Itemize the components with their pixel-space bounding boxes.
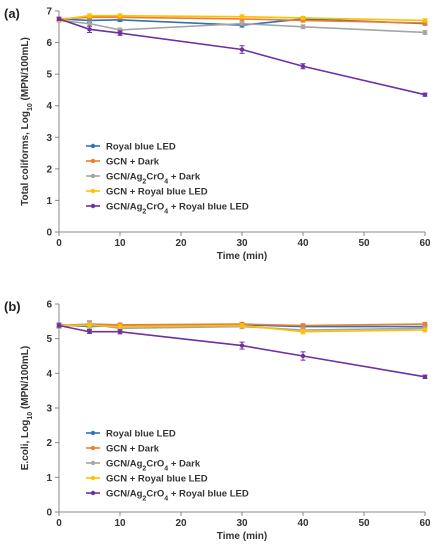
x-tick-label: 60	[419, 518, 431, 529]
y-tick-label: 4	[46, 369, 52, 380]
data-point	[422, 321, 428, 327]
legend-entry: GCN/Ag2CrO4 + Dark	[106, 459, 201, 473]
legend-entry: GCN/Ag2CrO4 + Dark	[106, 172, 201, 186]
data-point	[422, 18, 428, 23]
legend: Royal blue LED GCN + Dark GCN/Ag2CrO4 + Da…	[86, 142, 249, 216]
series-line	[58, 18, 426, 27]
x-tick-label: 20	[175, 518, 187, 529]
data-point	[117, 30, 123, 36]
y-tick-label: 1	[46, 473, 52, 484]
series-4	[56, 323, 428, 380]
y-tick-label: 0	[46, 228, 52, 239]
data-point	[117, 329, 123, 334]
legend-entry: GCN/Ag2CrO4 + Royal blue LED	[106, 489, 249, 503]
legend-swatch-marker	[90, 490, 96, 496]
x-tick-label: 40	[297, 518, 309, 529]
data-point	[87, 27, 92, 32]
y-tick-label: 2	[46, 164, 52, 175]
data-point	[239, 14, 245, 19]
legend-swatch-marker	[90, 460, 96, 466]
x-tick-label: 20	[175, 238, 187, 249]
x-tick-label: 40	[297, 238, 309, 249]
x-axis-label: Time (min)	[217, 251, 267, 262]
y-tick-label: 5	[46, 334, 52, 345]
data-point	[300, 329, 306, 334]
series-line	[58, 18, 426, 96]
y-tick-label: 3	[46, 404, 52, 415]
legend-entry: GCN/Ag2CrO4 + Royal blue LED	[106, 202, 249, 216]
x-tick-label: 10	[114, 238, 126, 249]
legend-swatch-marker	[90, 143, 96, 149]
series-line	[59, 324, 426, 333]
y-tick-label: 6	[46, 38, 52, 49]
data-point	[300, 353, 306, 359]
legend-swatch-marker	[90, 158, 96, 164]
legend-swatch-marker	[90, 203, 96, 209]
y-axis-label: Total coliforms, Log10 (MPN/100mL)	[20, 37, 34, 206]
series-line	[58, 324, 426, 378]
legend-entry: Royal blue LED	[106, 429, 176, 440]
data-point	[300, 15, 306, 21]
data-point	[300, 64, 306, 69]
y-tick-label: 3	[46, 133, 52, 144]
y-tick-label: 5	[46, 70, 52, 81]
data-point	[87, 21, 92, 26]
legend-entry: GCN + Dark	[106, 444, 160, 455]
data-point	[56, 16, 62, 22]
data-point	[117, 13, 123, 18]
x-tick-label: 60	[419, 238, 431, 249]
legend-swatch-marker	[90, 188, 96, 194]
y-tick-label: 0	[46, 508, 52, 519]
data-point	[117, 324, 123, 329]
data-point	[300, 323, 306, 328]
x-tick-label: 30	[236, 518, 248, 529]
series-4	[56, 16, 428, 97]
y-tick-label: 6	[46, 300, 52, 311]
legend-entry: Royal blue LED	[106, 142, 176, 153]
data-point	[87, 329, 92, 334]
y-tick-label: 1	[46, 196, 52, 207]
x-tick-label: 50	[358, 518, 370, 529]
legend-swatch-marker	[90, 445, 96, 451]
y-tick-label: 2	[46, 438, 52, 449]
data-point	[239, 323, 245, 328]
legend-entry: GCN + Royal blue LED	[106, 187, 208, 198]
legend-swatch-marker	[90, 475, 96, 481]
x-axis-label: Time (min)	[217, 531, 267, 542]
series-3	[56, 13, 428, 23]
y-axis-label: E.coli, Log10 (MPN/100mL)	[20, 346, 34, 470]
data-point	[87, 323, 92, 328]
series-line	[58, 16, 426, 24]
x-tick-label: 0	[56, 238, 62, 249]
data-point	[239, 21, 245, 26]
x-tick-label: 0	[56, 518, 62, 529]
chart-panel-a: (a) 0 1 2 3 4 5 6 7 0 10 20 30 40 50 60 Time (min) Total …	[4, 6, 431, 262]
y-tick-label: 7	[46, 7, 52, 18]
data-point	[422, 327, 428, 333]
data-point	[239, 47, 245, 52]
panel-label: (a)	[4, 6, 20, 21]
series-line	[58, 14, 426, 22]
series-line	[58, 19, 426, 34]
data-point	[239, 343, 245, 348]
data-point	[422, 30, 428, 35]
data-point	[56, 323, 62, 328]
data-point	[422, 92, 428, 97]
legend-swatch-marker	[90, 430, 96, 436]
legend-entry: GCN + Dark	[106, 157, 160, 168]
data-point	[300, 24, 306, 29]
x-tick-label: 30	[236, 238, 248, 249]
panel-label: (b)	[4, 299, 21, 314]
data-point	[422, 374, 428, 379]
legend: Royal blue LED GCN + Dark GCN/Ag2CrO4 + Da…	[86, 429, 249, 503]
y-tick-label: 4	[46, 101, 52, 112]
series-line	[58, 323, 426, 331]
data-point	[87, 13, 92, 18]
legend-swatch-marker	[90, 173, 96, 179]
x-tick-label: 50	[358, 238, 370, 249]
legend-entry: GCN + Royal blue LED	[106, 474, 208, 485]
x-tick-label: 10	[114, 518, 126, 529]
